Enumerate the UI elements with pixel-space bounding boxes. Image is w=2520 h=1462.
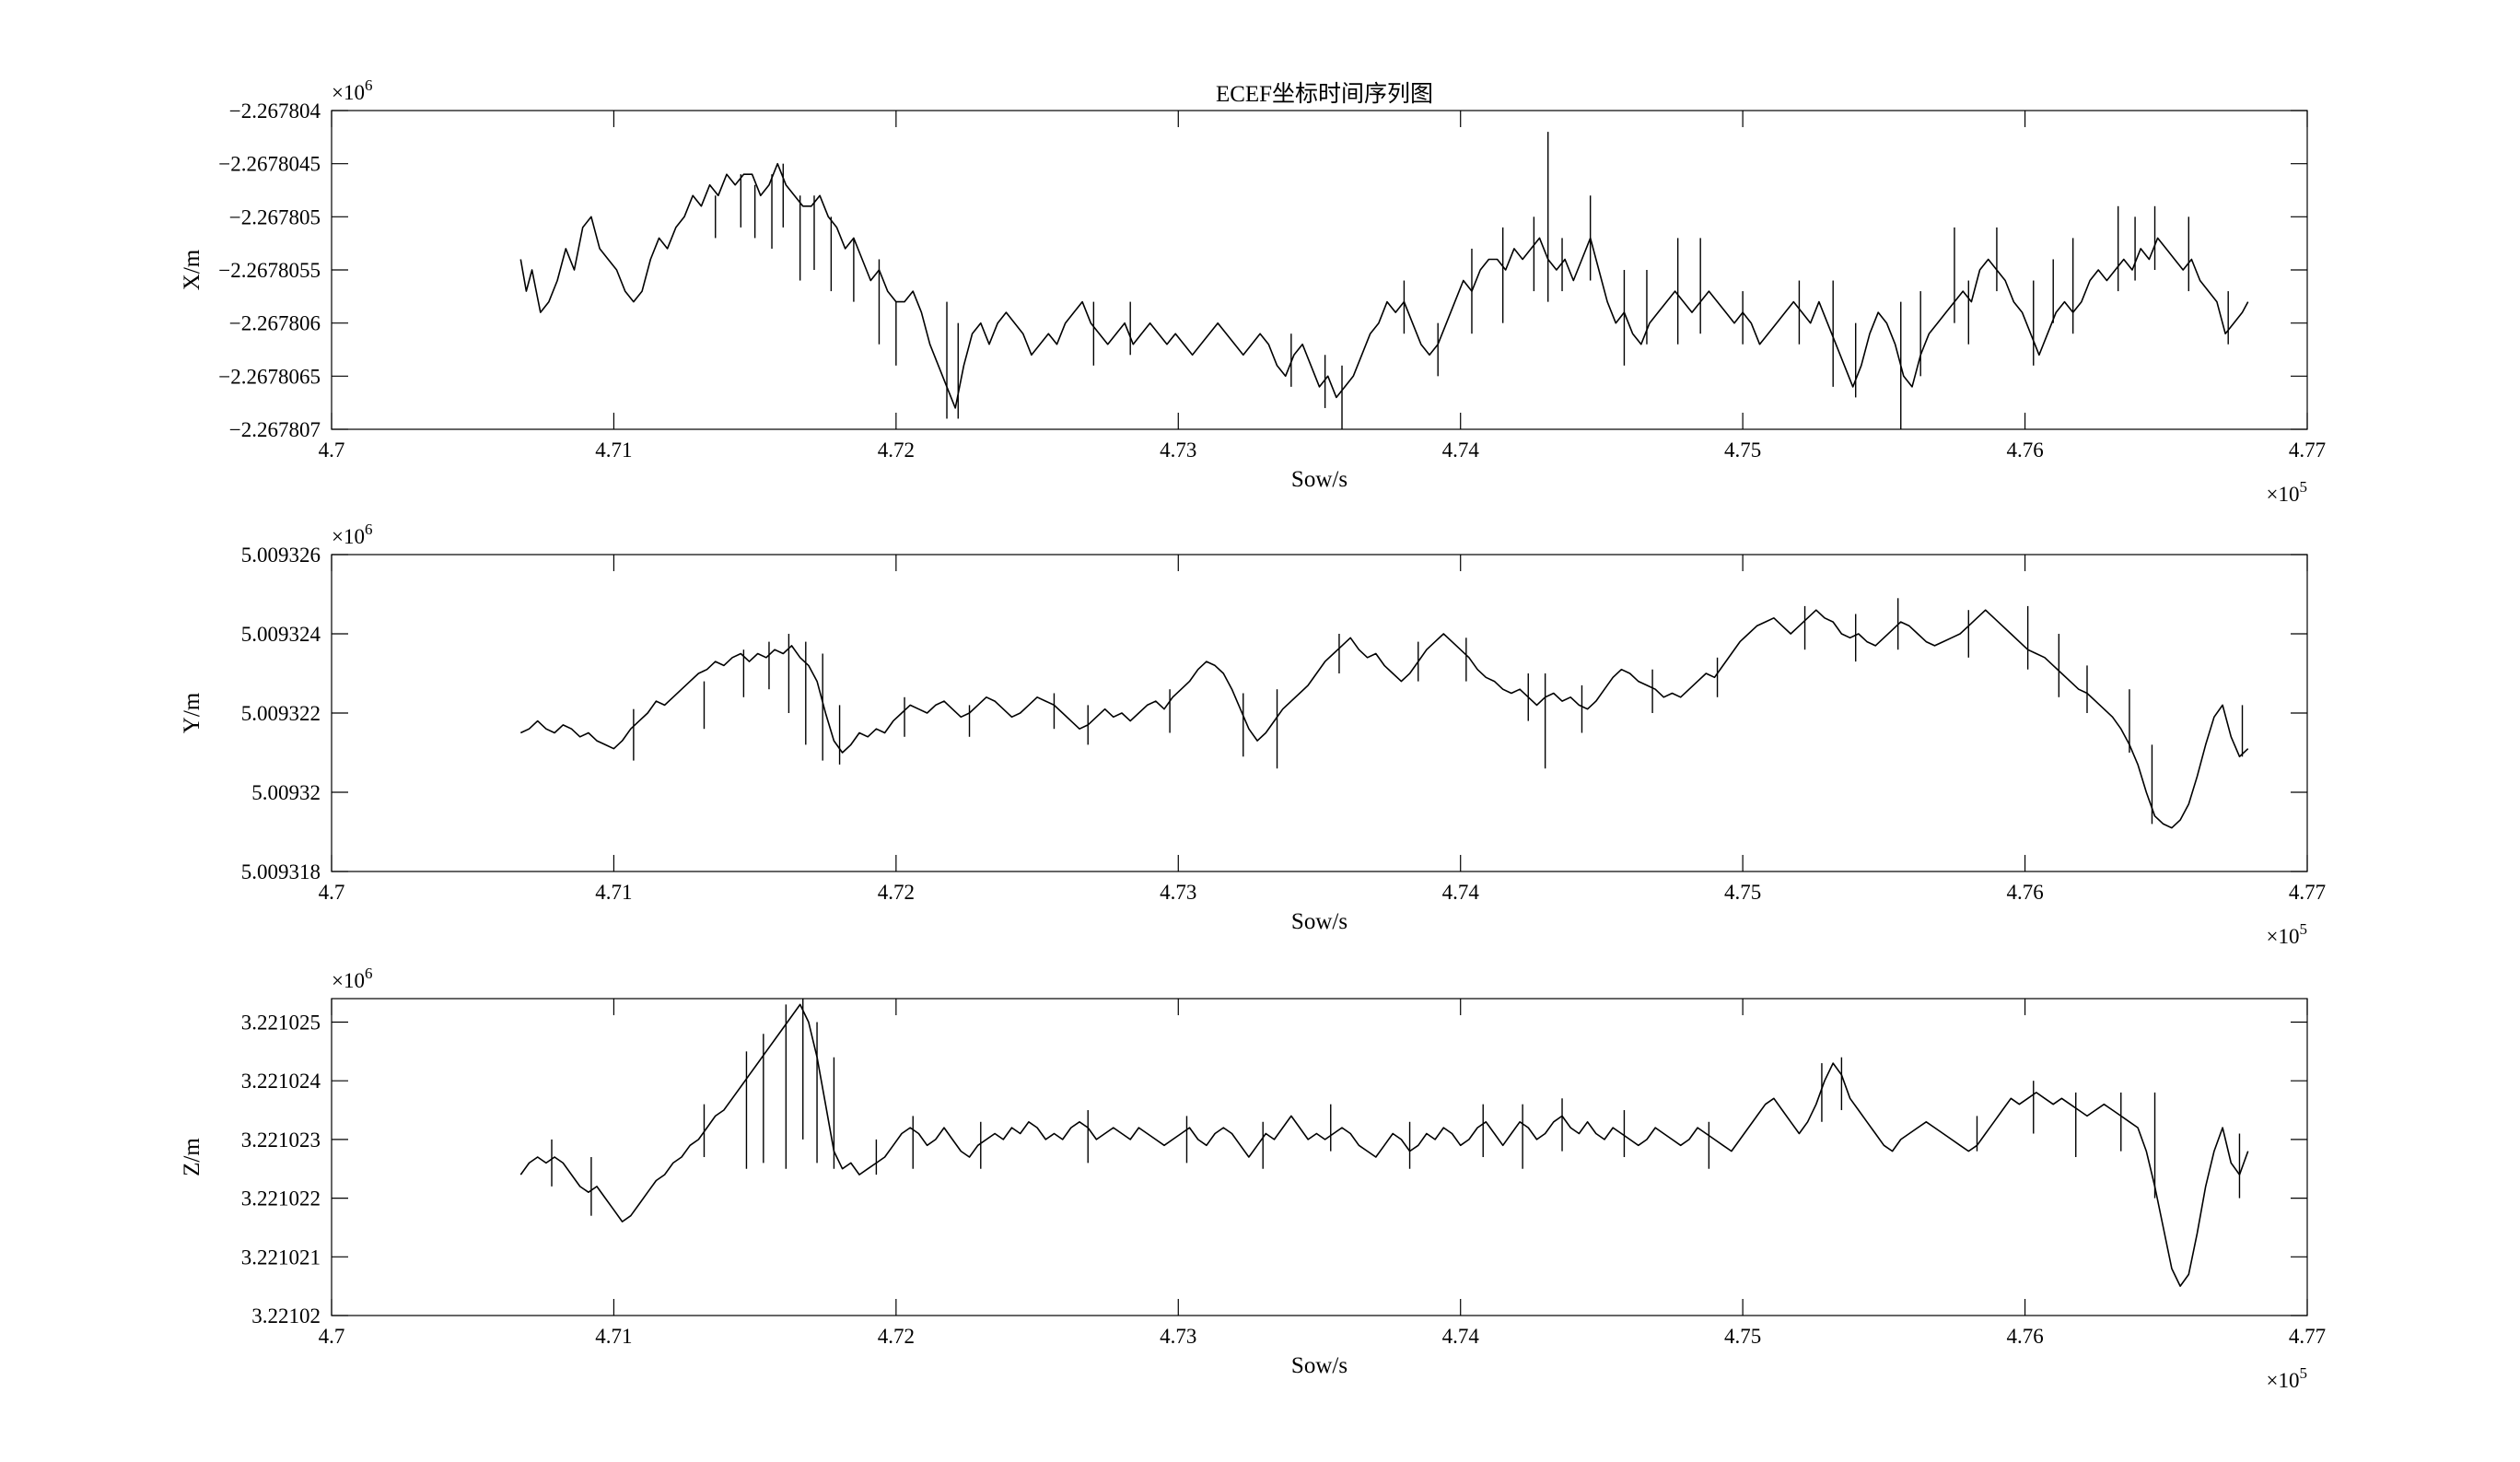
y-tick-label: 3.22102 bbox=[251, 1304, 321, 1327]
y-multiplier: ×10 bbox=[332, 525, 365, 548]
x-axis-label: Sow/s bbox=[1291, 1353, 1348, 1378]
y-tick-label: 3.221025 bbox=[241, 1011, 321, 1034]
y-multiplier: ×10 bbox=[332, 969, 365, 992]
y-exponent-label: ×106 bbox=[332, 520, 372, 548]
x-axis-label: Sow/s bbox=[1291, 909, 1348, 934]
y-tick-label: −2.267805 bbox=[229, 205, 321, 228]
y-exponent: 6 bbox=[365, 965, 373, 982]
x-tick-label: 4.7 bbox=[319, 1325, 345, 1348]
x-axis-label: Sow/s bbox=[1291, 467, 1348, 492]
x-tick-label: 4.73 bbox=[1160, 1325, 1196, 1348]
x-tick-label: 4.7 bbox=[319, 881, 345, 904]
series-line bbox=[519, 162, 2249, 409]
y-tick-label: −2.267807 bbox=[229, 418, 321, 441]
x-tick-label: 4.77 bbox=[2289, 881, 2326, 904]
x-tick-label: 4.75 bbox=[1724, 439, 1761, 462]
y-exponent-label: ×106 bbox=[332, 965, 372, 992]
x-tick-label: 4.76 bbox=[2006, 881, 2043, 904]
series-line bbox=[519, 1003, 2249, 1287]
x-multiplier: ×10 bbox=[2267, 483, 2300, 506]
x-exponent: 5 bbox=[2300, 1364, 2308, 1382]
x-tick-label: 4.76 bbox=[2006, 439, 2043, 462]
y-tick-label: 5.009318 bbox=[241, 860, 321, 883]
x-tick-label: 4.75 bbox=[1724, 1325, 1761, 1348]
y-tick-label: −2.2678055 bbox=[218, 259, 321, 282]
y-tick-label: −2.267806 bbox=[229, 312, 321, 335]
x-tick-label: 4.74 bbox=[1442, 1325, 1480, 1348]
x-multiplier: ×10 bbox=[2267, 925, 2300, 948]
x-tick-label: 4.73 bbox=[1160, 439, 1196, 462]
x-tick-label: 4.74 bbox=[1442, 439, 1480, 462]
x-tick-label: 4.77 bbox=[2289, 1325, 2326, 1348]
axes-frame bbox=[331, 998, 2308, 1316]
y-axis-label: Y/m bbox=[180, 692, 204, 733]
x-exponent: 5 bbox=[2300, 920, 2308, 938]
y-tick-label: −2.2678045 bbox=[218, 153, 321, 176]
y-exponent: 6 bbox=[365, 520, 373, 538]
y-tick-label: 5.00932 bbox=[251, 781, 321, 804]
x-tick-label: 4.71 bbox=[595, 881, 632, 904]
x-tick-label: 4.72 bbox=[878, 439, 915, 462]
x-exponent-label: ×105 bbox=[2267, 920, 2307, 948]
x-tick-label: 4.7 bbox=[319, 439, 345, 462]
x-tick-label: 4.73 bbox=[1160, 881, 1196, 904]
y-exponent: 6 bbox=[365, 76, 373, 94]
x-tick-label: 4.76 bbox=[2006, 1325, 2043, 1348]
y-tick-label: 3.221021 bbox=[241, 1246, 321, 1269]
x-tick-label: 4.77 bbox=[2289, 439, 2326, 462]
y-tick-label: 3.221022 bbox=[241, 1187, 321, 1211]
y-tick-label: 3.221024 bbox=[241, 1070, 321, 1093]
x-tick-label: 4.75 bbox=[1724, 881, 1761, 904]
x-exponent-label: ×105 bbox=[2267, 1364, 2307, 1392]
figure-title: ECEF坐标时间序列图 bbox=[1216, 81, 1433, 107]
x-multiplier: ×10 bbox=[2267, 1369, 2300, 1392]
y-tick-label: −2.267804 bbox=[229, 99, 321, 123]
x-exponent-label: ×105 bbox=[2267, 478, 2307, 506]
y-axis-label: Z/m bbox=[180, 1138, 204, 1176]
y-tick-label: 5.009324 bbox=[241, 623, 321, 646]
y-tick-label: −2.2678065 bbox=[218, 365, 321, 388]
z-coordinate-subplot: 4.7 4.71 4.72 4.73 4.74 4.75 4.76 4.773.2210253… bbox=[180, 965, 2326, 1392]
x-tick-label: 4.71 bbox=[595, 1325, 632, 1348]
x-coordinate-subplot: 4.7 4.71 4.72 4.73 4.74 4.75 4.76 4.77 −2.267804… bbox=[180, 76, 2326, 506]
y-tick-label: 5.009326 bbox=[241, 544, 321, 567]
y-axis-label: X/m bbox=[180, 249, 204, 290]
x-tick-label: 4.72 bbox=[878, 1325, 915, 1348]
y-multiplier: ×10 bbox=[332, 81, 365, 104]
x-tick-label: 4.74 bbox=[1442, 881, 1480, 904]
series-line bbox=[519, 609, 2249, 829]
x-tick-label: 4.72 bbox=[878, 881, 915, 904]
y-tick-label: 3.221023 bbox=[241, 1129, 321, 1152]
x-tick-label: 4.71 bbox=[595, 439, 632, 462]
y-coordinate-subplot: 4.7 4.71 4.72 4.73 4.74 4.75 4.76 4.775.0093265… bbox=[180, 520, 2326, 948]
y-tick-label: 5.009322 bbox=[241, 702, 321, 725]
x-exponent: 5 bbox=[2300, 478, 2308, 496]
y-exponent-label: ×106 bbox=[332, 76, 372, 104]
